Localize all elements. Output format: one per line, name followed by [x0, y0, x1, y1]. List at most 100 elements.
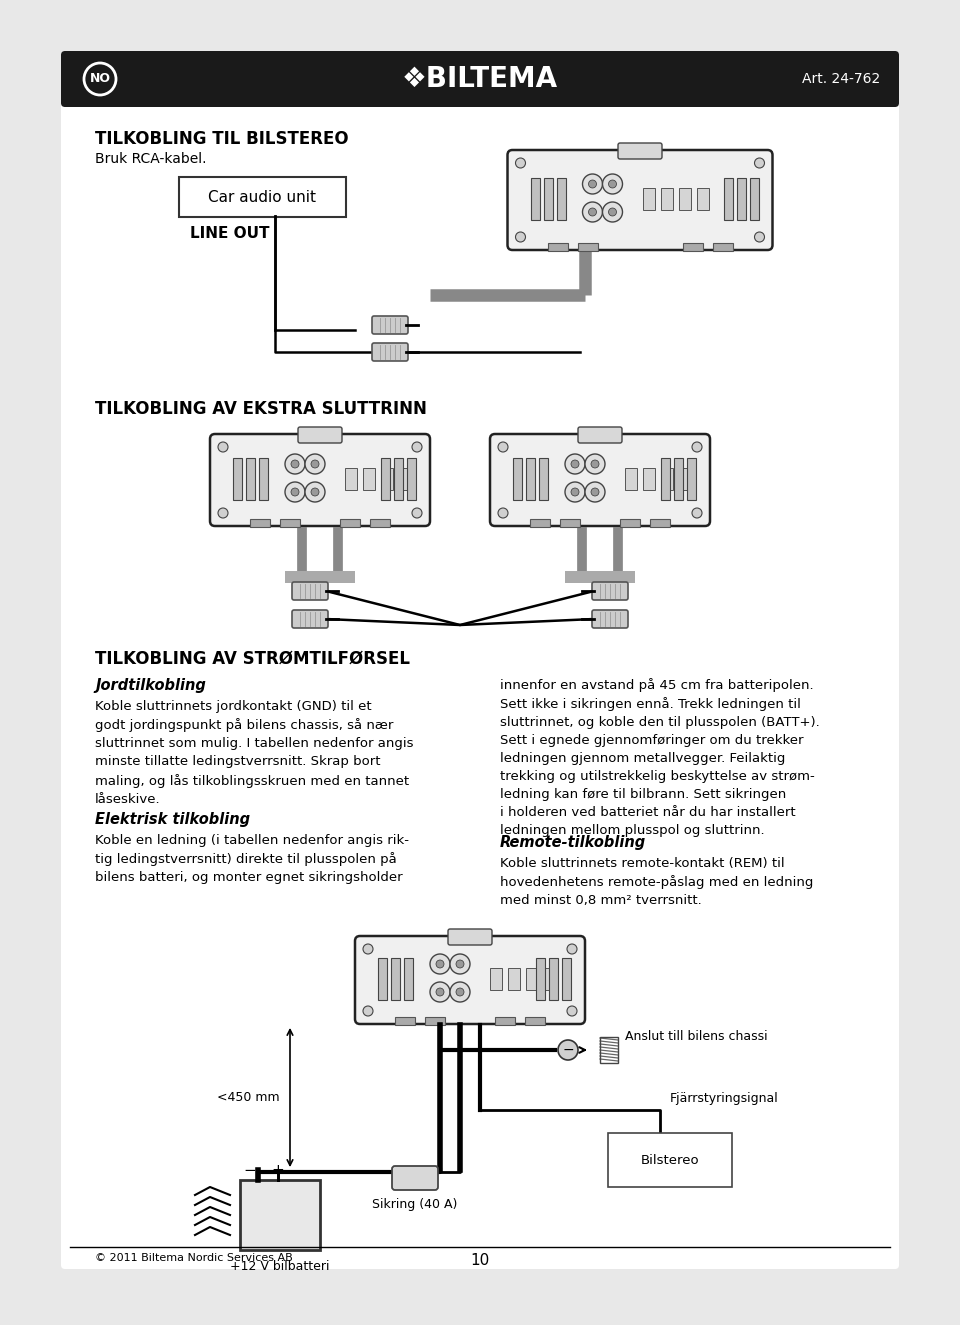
Bar — [513, 458, 522, 500]
Circle shape — [456, 961, 464, 969]
Bar — [526, 458, 535, 500]
Circle shape — [218, 443, 228, 452]
Bar — [712, 242, 732, 250]
FancyBboxPatch shape — [592, 610, 628, 628]
Circle shape — [516, 232, 525, 242]
Bar — [724, 178, 732, 220]
Text: Bilstereo: Bilstereo — [640, 1154, 699, 1166]
Circle shape — [583, 174, 603, 193]
FancyBboxPatch shape — [608, 1133, 732, 1187]
Bar — [233, 458, 242, 500]
Bar — [345, 468, 357, 490]
Bar — [600, 1037, 618, 1063]
Circle shape — [218, 507, 228, 518]
Bar — [495, 1018, 515, 1026]
Circle shape — [291, 460, 299, 468]
Circle shape — [311, 488, 319, 496]
FancyBboxPatch shape — [592, 582, 628, 600]
Circle shape — [291, 488, 299, 496]
Circle shape — [565, 454, 585, 474]
Circle shape — [585, 454, 605, 474]
Bar — [531, 178, 540, 220]
Bar — [508, 969, 520, 990]
Text: TILKOBLING AV EKSTRA SLUTTRINN: TILKOBLING AV EKSTRA SLUTTRINN — [95, 400, 427, 417]
Circle shape — [363, 943, 373, 954]
Bar — [683, 242, 703, 250]
FancyBboxPatch shape — [61, 50, 899, 1269]
Text: −: − — [244, 1163, 256, 1178]
Circle shape — [430, 954, 450, 974]
Circle shape — [565, 482, 585, 502]
Circle shape — [692, 507, 702, 518]
FancyBboxPatch shape — [355, 935, 585, 1024]
Bar — [650, 519, 670, 527]
Text: Elektrisk tilkobling: Elektrisk tilkobling — [95, 812, 251, 827]
Text: <450 mm: <450 mm — [217, 1090, 280, 1104]
Bar — [395, 1018, 415, 1026]
Bar — [560, 519, 580, 527]
Circle shape — [755, 158, 764, 168]
Text: ❖BILTEMA: ❖BILTEMA — [402, 65, 558, 93]
FancyBboxPatch shape — [210, 435, 430, 526]
Circle shape — [516, 158, 525, 168]
FancyBboxPatch shape — [292, 610, 328, 628]
Text: Koble en ledning (i tabellen nedenfor angis rik-
tig ledingstverrsnitt) direkte : Koble en ledning (i tabellen nedenfor an… — [95, 833, 409, 885]
FancyBboxPatch shape — [179, 178, 346, 217]
Bar — [425, 1018, 445, 1026]
Circle shape — [311, 460, 319, 468]
Text: TILKOBLING AV STRØMTILFØRSEL: TILKOBLING AV STRØMTILFØRSEL — [95, 651, 410, 668]
FancyBboxPatch shape — [448, 929, 492, 945]
Text: +: + — [272, 1163, 284, 1178]
Bar — [750, 178, 758, 220]
Circle shape — [755, 232, 764, 242]
Circle shape — [583, 201, 603, 223]
Bar — [399, 468, 411, 490]
Bar — [543, 178, 553, 220]
Circle shape — [450, 954, 470, 974]
Bar — [620, 519, 640, 527]
Text: NO: NO — [89, 73, 110, 86]
Circle shape — [456, 988, 464, 996]
Bar — [394, 458, 403, 500]
Circle shape — [603, 201, 622, 223]
Bar — [549, 958, 558, 1000]
Circle shape — [692, 443, 702, 452]
FancyBboxPatch shape — [508, 150, 773, 250]
Text: Bruk RCA-kabel.: Bruk RCA-kabel. — [95, 152, 206, 166]
Bar — [539, 458, 548, 500]
Bar — [490, 969, 502, 990]
Text: TILKOBLING TIL BILSTEREO: TILKOBLING TIL BILSTEREO — [95, 130, 348, 148]
Bar — [404, 958, 413, 1000]
Circle shape — [285, 454, 305, 474]
Circle shape — [609, 180, 616, 188]
Text: Fjärrstyringsignal: Fjärrstyringsignal — [670, 1092, 779, 1105]
FancyBboxPatch shape — [298, 427, 342, 443]
FancyBboxPatch shape — [292, 582, 328, 600]
Text: © 2011 Biltema Nordic Services AB: © 2011 Biltema Nordic Services AB — [95, 1253, 293, 1263]
FancyBboxPatch shape — [490, 435, 710, 526]
Bar — [687, 458, 696, 500]
Circle shape — [436, 988, 444, 996]
Bar — [246, 458, 255, 500]
Circle shape — [609, 208, 616, 216]
Circle shape — [450, 982, 470, 1002]
Circle shape — [305, 454, 325, 474]
Circle shape — [558, 1040, 578, 1060]
FancyBboxPatch shape — [372, 343, 408, 360]
Bar — [660, 188, 673, 209]
Bar — [557, 178, 565, 220]
Text: 10: 10 — [470, 1253, 490, 1268]
Text: innenfor en avstand på 45 cm fra batteripolen.
Sett ikke i sikringen ennå. Trekk: innenfor en avstand på 45 cm fra batteri… — [500, 678, 820, 837]
Bar — [562, 958, 571, 1000]
Bar — [736, 178, 746, 220]
Circle shape — [571, 488, 579, 496]
Bar — [643, 468, 655, 490]
Text: Art. 24-762: Art. 24-762 — [802, 72, 880, 86]
Bar — [679, 188, 690, 209]
Circle shape — [363, 1006, 373, 1016]
Circle shape — [412, 443, 422, 452]
Bar — [259, 458, 268, 500]
Bar — [378, 958, 387, 1000]
Bar — [240, 1181, 320, 1249]
Circle shape — [430, 982, 450, 1002]
